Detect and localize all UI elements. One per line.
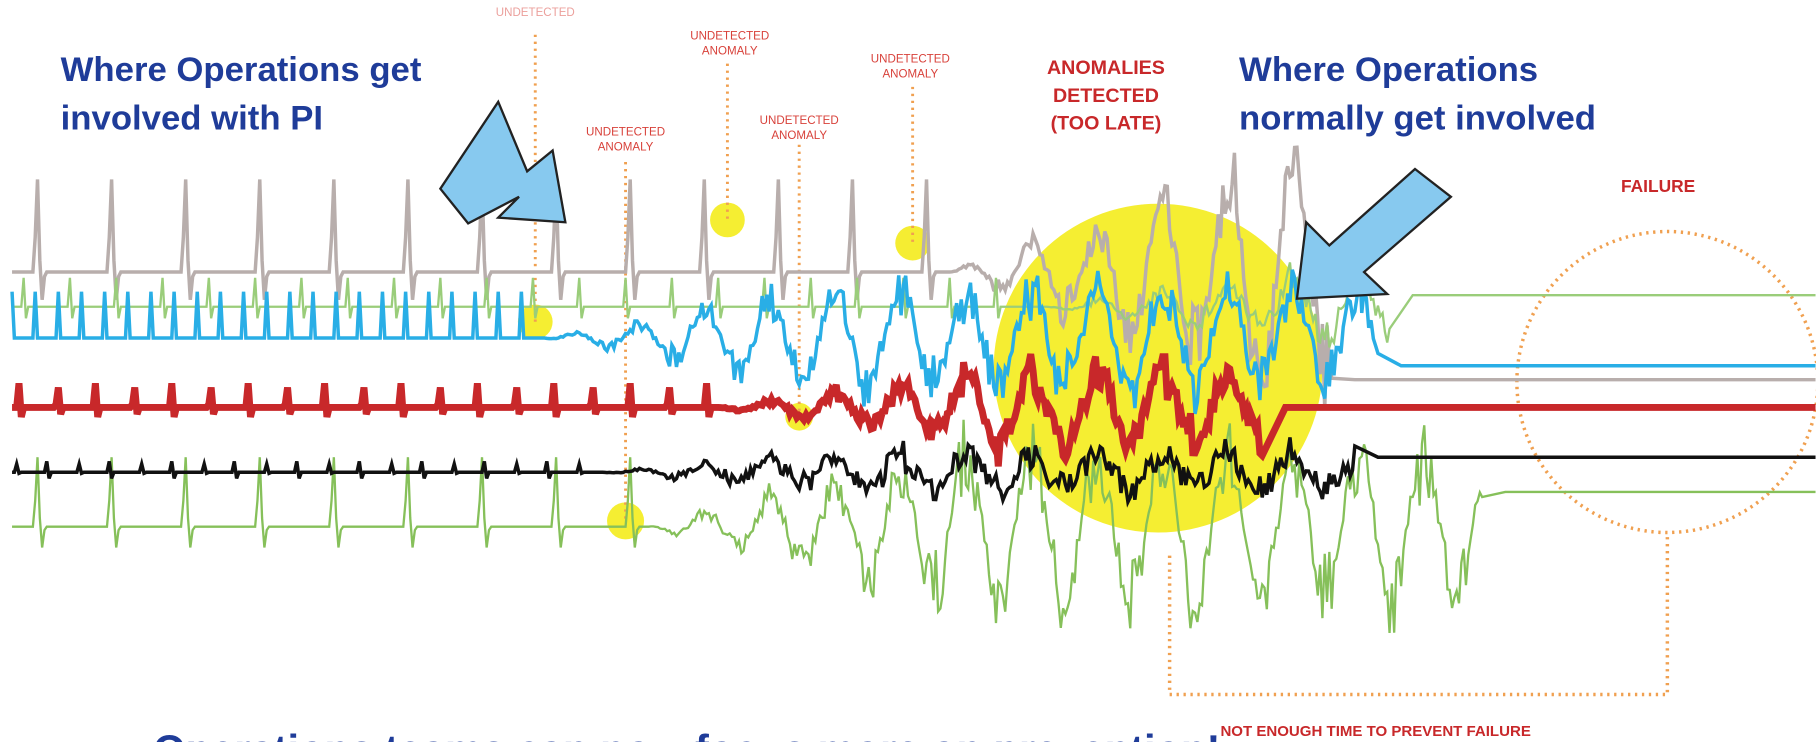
waveform <box>12 262 1815 347</box>
bullet-text: Operations teams can now focus more on p… <box>153 726 1220 742</box>
gap-label: NOT ENOUGH TIME TO PREVENT FAILURE <box>1220 723 1530 740</box>
anomaly-label: UNDETECTED <box>871 54 950 66</box>
highlights <box>518 203 1323 540</box>
detected-label: (TOO LATE) <box>1051 113 1162 135</box>
anomaly-label: ANOMALY <box>882 69 938 81</box>
failure-label: FAILURE <box>1621 176 1695 196</box>
anomaly-label: UNDETECTED <box>496 7 575 19</box>
callout-line: Where Operations get <box>61 51 422 89</box>
anomaly-label: ANOMALY <box>598 141 654 153</box>
waveform <box>12 147 1815 409</box>
anomaly-label: ANOMALY <box>771 130 827 142</box>
callout-line: involved with PI <box>61 100 323 138</box>
anomaly-label: UNDETECTED <box>690 30 769 42</box>
arrow-right <box>1297 169 1451 299</box>
callout-line: normally get involved <box>1239 100 1596 138</box>
waveform <box>12 420 1815 633</box>
waveform <box>12 354 1815 466</box>
callout-line: Where Operations <box>1239 51 1538 89</box>
page: Where Operations get involved with PI Wh… <box>0 0 1816 742</box>
slide: Where Operations get involved with PI Wh… <box>0 0 1816 742</box>
arrow-left <box>440 102 565 224</box>
detected-label: DETECTED <box>1053 85 1159 107</box>
anomaly-label: UNDETECTED <box>586 126 665 138</box>
anomaly-label: ANOMALY <box>702 45 758 57</box>
detected-label: ANOMALIES <box>1047 57 1165 79</box>
anomaly-label: UNDETECTED <box>760 115 839 127</box>
